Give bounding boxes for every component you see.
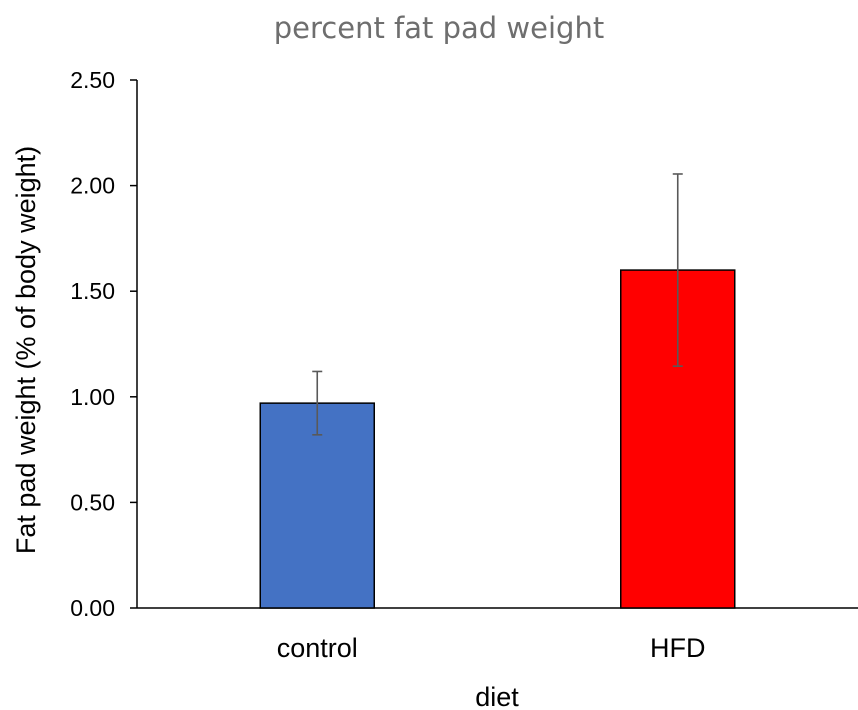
y-tick-label: 0.50 [70, 489, 115, 515]
bar-control [259, 402, 375, 609]
x-axis-title: diet [475, 682, 519, 710]
chart-title: percent fat pad weight [274, 11, 604, 45]
y-axis-title: Fat pad weight (% of body weight) [11, 146, 41, 554]
y-tick-label: 2.00 [70, 173, 115, 199]
x-tick-label-hfd: HFD [650, 633, 706, 663]
y-tick-label: 2.50 [70, 67, 115, 93]
y-tick-label: 1.50 [70, 278, 115, 304]
y-tick-label: 0.00 [70, 595, 115, 621]
y-tick-label: 1.00 [70, 384, 115, 410]
x-tick-label-control: control [277, 633, 358, 663]
plot-area: 0.00 0.50 1.00 1.50 2.00 2.50 control HFD [70, 67, 858, 663]
